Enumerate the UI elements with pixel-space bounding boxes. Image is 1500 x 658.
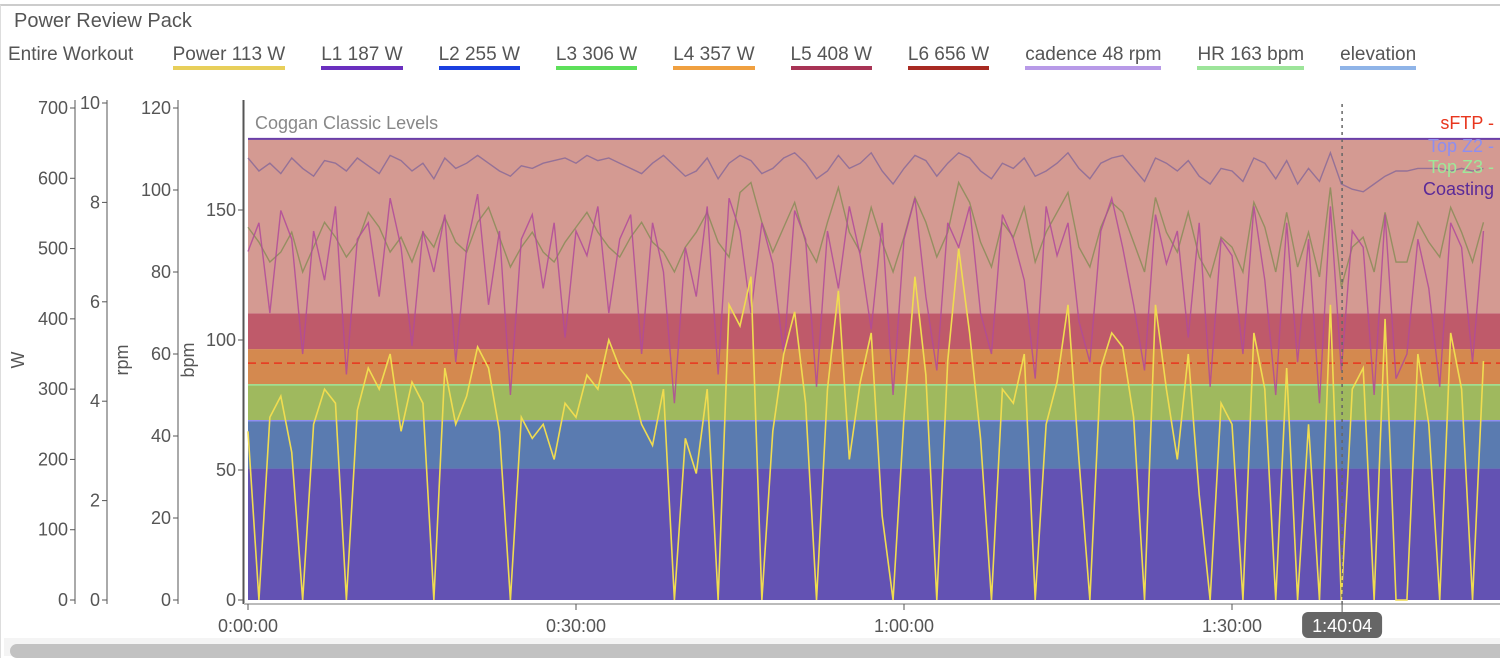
legend-item[interactable]: L2 255 W: [438, 45, 520, 70]
y-tick-label: 0: [90, 590, 100, 610]
y-tick-label: 60: [151, 344, 171, 364]
y-tick-label: 100: [141, 180, 171, 200]
series-line-hr: [247, 150, 1484, 193]
y-tick-label: 80: [151, 262, 171, 282]
legend-item[interactable]: L6 656 W: [907, 45, 990, 70]
x-tick-label: 1:00:00: [874, 616, 934, 636]
y-tick-label: 100: [38, 520, 68, 540]
y-tick-label: 0: [226, 590, 236, 610]
y-axis-label: rpm: [112, 345, 132, 376]
series-line-cadence: [247, 193, 1485, 404]
y-axis-label: bpm: [178, 342, 198, 377]
y-tick-label: 2: [90, 491, 100, 511]
y-tick-label: 200: [38, 449, 68, 469]
y-tick-label: 100: [206, 330, 236, 350]
chart[interactable]: Coggan Classic Levels sFTP - Top Z2 -Top Z…: [0, 0, 1500, 640]
legend-item[interactable]: cadence 48 rpm: [1025, 45, 1162, 70]
reference-label: sFTP -: [1440, 113, 1494, 133]
legend-item[interactable]: HR 163 bpm: [1197, 45, 1305, 70]
legend: Entire Workout Power 113 W L1 187 W L2 255…: [8, 44, 1452, 70]
power-review-panel: [0, 4, 1500, 658]
reference-label: Top Z2 -: [1428, 136, 1494, 156]
y-tick-label: 0: [161, 590, 171, 610]
zone-band-L5: [248, 313, 1500, 350]
y-tick-label: 700: [38, 98, 68, 118]
y-tick-label: 50: [216, 460, 236, 480]
cursor-time-label: 1:40:04: [1312, 616, 1372, 636]
series-line-elevation: [247, 180, 1485, 288]
chart-title: Coggan Classic Levels: [255, 113, 438, 133]
x-tick-label: 0:30:00: [546, 616, 606, 636]
y-tick-label: 150: [206, 200, 236, 220]
scrollbar-thumb[interactable]: [10, 644, 1500, 658]
y-axis-label: W: [8, 352, 28, 369]
y-tick-label: 500: [38, 239, 68, 259]
series-line-power: [247, 248, 1485, 601]
y-tick-label: 4: [90, 391, 100, 411]
y-tick-label: 10: [80, 93, 100, 113]
reference-label: Coasting: [1423, 179, 1494, 199]
legend-item[interactable]: L1 187 W: [321, 45, 403, 70]
y-tick-label: 8: [90, 192, 100, 212]
legend-item[interactable]: L3 306 W: [555, 45, 638, 70]
legend-item[interactable]: L5 408 W: [790, 45, 872, 70]
legend-item[interactable]: elevation: [1340, 45, 1417, 70]
y-tick-label: 20: [151, 508, 171, 528]
y-tick-label: 120: [141, 98, 171, 118]
x-tick-label: 1:30:00: [1202, 616, 1262, 636]
y-tick-label: 300: [38, 379, 68, 399]
y-tick-label: 0: [58, 590, 68, 610]
y-tick-label: 6: [90, 292, 100, 312]
zone-band-L1: [248, 468, 1500, 600]
y-tick-label: 400: [38, 309, 68, 329]
y-tick-label: 40: [151, 426, 171, 446]
reference-label: Top Z3 -: [1428, 157, 1494, 177]
range-label[interactable]: Entire Workout: [8, 44, 134, 65]
zone-band-L2: [248, 420, 1500, 469]
legend-item[interactable]: L4 357 W: [673, 45, 755, 70]
legend-item[interactable]: Power 113 W: [172, 45, 286, 70]
panel-title: Power Review Pack: [14, 10, 192, 32]
x-tick-label: 0:00:00: [218, 616, 278, 636]
y-tick-label: 600: [38, 168, 68, 188]
cursor-badge: [1302, 612, 1383, 638]
